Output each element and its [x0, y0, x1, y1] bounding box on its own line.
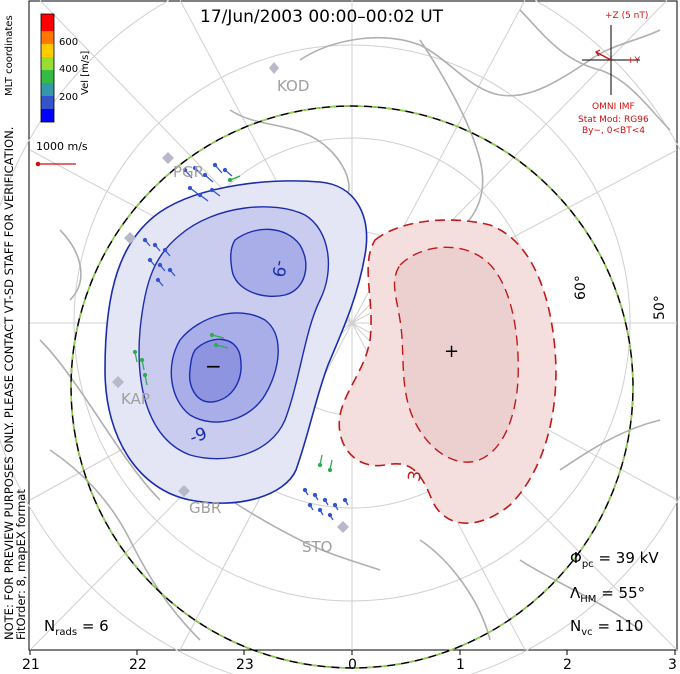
- mlt-axis-ticks: [29, 650, 676, 655]
- mlt-label-2: 2: [563, 657, 572, 673]
- mlt-label-3: 3: [668, 657, 677, 673]
- imf-model: Stat Mod: RG96: [578, 115, 649, 125]
- imf-dial: [582, 25, 640, 95]
- mlt-label-23: 23: [236, 657, 254, 673]
- latitude-label-60: 60°: [573, 275, 589, 300]
- stat-nrads-symbol: N: [44, 617, 56, 635]
- scale-label: 1000 m/s: [36, 140, 88, 153]
- imf-z-label: +Z (5 nT): [605, 11, 649, 21]
- station-sto: STO: [302, 538, 333, 556]
- potential-max-marker: +: [444, 341, 460, 362]
- mlt-label-22: 22: [129, 657, 147, 673]
- station-kap: KAP: [121, 390, 150, 408]
- colorbar-tick-600: 600: [59, 37, 79, 48]
- station-gbr: GBR: [189, 499, 222, 517]
- stat-lambda-value: = 55°: [601, 584, 646, 602]
- colorbar-tick-200: 200: [59, 92, 79, 103]
- colorbar-label: Vel [m/s]: [80, 50, 91, 95]
- stat-phi-symbol: Φ: [570, 549, 582, 567]
- stat-nvc-subscript: vc: [581, 627, 593, 638]
- scale-vector: [35, 161, 76, 167]
- colorbar: [40, 13, 55, 123]
- station-markers: [112, 62, 349, 533]
- negative-cell: [104, 180, 368, 504]
- mlt-label-1: 1: [456, 657, 465, 673]
- imf-condition: By−, 0<BT<4: [582, 126, 645, 136]
- contour-label-neg-upper: -9: [267, 258, 290, 279]
- mlt-label-21: 21: [22, 657, 40, 673]
- stat-nrads-value: = 6: [81, 617, 109, 635]
- colorbar-tick-400: 400: [59, 64, 79, 75]
- fit-order-note: FitOrder: 8, mapEX format: [14, 489, 28, 640]
- stat-lambda-hm: ΛHM = 55°: [570, 584, 645, 605]
- stat-nvc-value: = 110: [597, 617, 644, 635]
- map-title: 17/Jun/2003 00:00–00:02 UT: [200, 7, 444, 27]
- stat-phi-pc: Φpc = 39 kV: [570, 549, 659, 570]
- velocity-vectors: [132, 162, 349, 521]
- stat-lambda-symbol: Λ: [570, 584, 581, 602]
- stat-phi-value: = 39 kV: [598, 549, 659, 567]
- station-pgr: PGR: [173, 163, 205, 181]
- stat-n-vc: Nvc = 110: [570, 617, 643, 638]
- stat-nrads-subscript: rads: [55, 627, 78, 638]
- stat-phi-subscript: pc: [581, 559, 594, 570]
- stat-n-rads: Nrads = 6: [44, 617, 109, 638]
- positive-cell: [338, 219, 557, 524]
- coordinates-label: MLT coordinates: [4, 15, 15, 96]
- mlt-label-0: 0: [348, 657, 357, 673]
- potential-min-marker: −: [205, 354, 222, 378]
- station-kod: KOD: [277, 77, 310, 95]
- hm-boundary-dash: [70, 105, 634, 669]
- stat-lambda-subscript: HM: [580, 594, 597, 605]
- imf-y-label: +Y: [627, 56, 641, 66]
- imf-source: OMNI IMF: [592, 102, 635, 112]
- stat-nvc-symbol: N: [570, 617, 582, 635]
- latitude-label-50: 50°: [652, 295, 668, 320]
